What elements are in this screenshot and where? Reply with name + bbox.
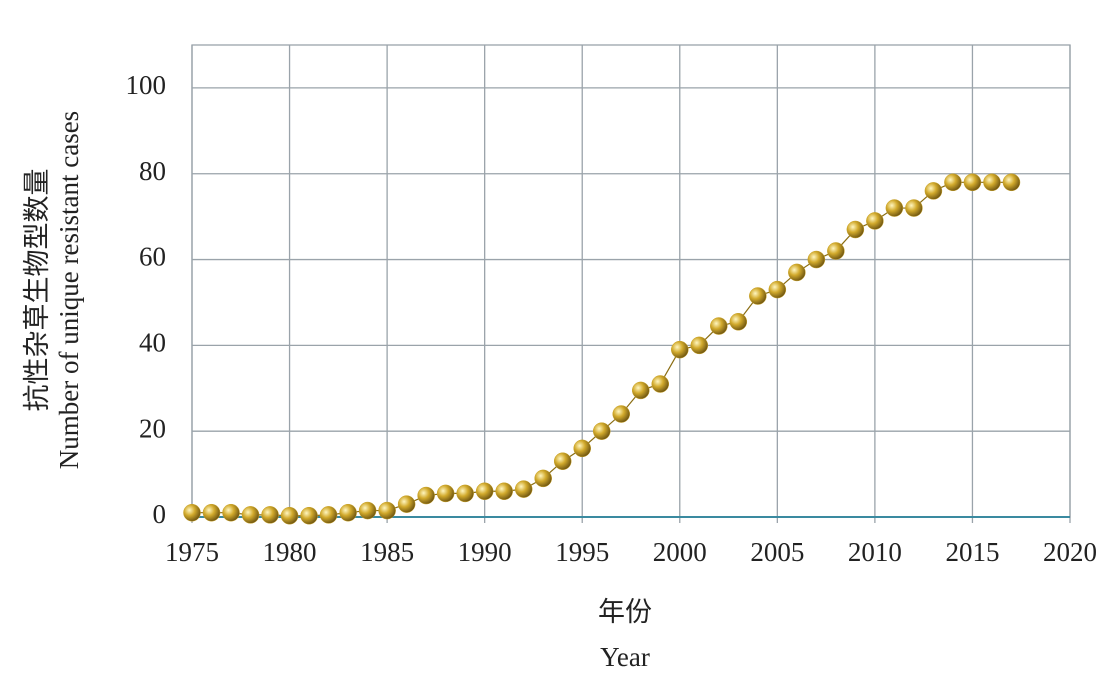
data-point [1002, 173, 1021, 192]
series-line [192, 181, 1012, 517]
data-point [514, 480, 533, 498]
y-axis-label-en: Number of unique resistant cases [54, 111, 84, 469]
x-tick-label: 2010 [848, 537, 902, 567]
data-point [846, 220, 865, 239]
y-tick-label: 100 [126, 70, 167, 100]
data-point [729, 313, 748, 331]
x-tick-label: 1990 [458, 537, 512, 567]
data-point [261, 506, 279, 524]
data-point [592, 422, 611, 440]
data-point [280, 506, 299, 525]
x-tick-label: 2005 [750, 537, 804, 567]
data-point [632, 381, 650, 400]
y-tick-label: 0 [153, 499, 167, 529]
data-point [671, 340, 689, 359]
data-point [358, 501, 377, 520]
x-tick-label: 2000 [653, 537, 707, 567]
y-tick-label: 40 [139, 328, 166, 358]
data-point [436, 484, 455, 503]
x-tick-label: 1980 [263, 537, 317, 567]
data-point [983, 173, 1001, 192]
data-point [339, 503, 357, 522]
data-point [905, 199, 923, 217]
x-axis-label: 年份 [598, 597, 652, 627]
data-point [827, 242, 845, 260]
data-point [456, 484, 474, 503]
data-point [710, 317, 728, 335]
data-point [924, 182, 943, 200]
data-point [417, 486, 435, 505]
data-point [573, 439, 591, 458]
x-axis-label-en: Year [600, 642, 650, 672]
x-tick-label: 1995 [555, 537, 609, 567]
data-point [475, 482, 494, 501]
data-point [378, 501, 396, 520]
data-point [397, 495, 416, 513]
data-point [183, 503, 201, 522]
data-point [612, 405, 630, 423]
y-tick-label: 60 [139, 242, 166, 272]
data-point [963, 173, 982, 192]
data-point [944, 173, 962, 192]
y-axis-label: 抗性杂草生物型数量 [22, 169, 52, 412]
data-point [807, 250, 826, 269]
data-point [553, 452, 572, 470]
data-point [319, 506, 338, 524]
plot-area [191, 44, 1071, 518]
data-point [866, 212, 884, 230]
data-point [788, 263, 806, 282]
x-tick-label: 1975 [165, 537, 219, 567]
data-point [534, 469, 552, 488]
x-tick-label: 1985 [360, 537, 414, 567]
data-point [690, 336, 709, 355]
data-point [651, 375, 670, 393]
x-tick-label: 2020 [1043, 537, 1097, 567]
y-tick-label: 20 [139, 413, 166, 443]
data-point [768, 280, 787, 299]
y-tick-label: 80 [139, 156, 166, 186]
data-point [222, 503, 240, 522]
data-point [202, 503, 221, 522]
data-point [241, 506, 260, 524]
data-point [495, 482, 513, 501]
data-point [885, 199, 904, 217]
data-point [749, 287, 767, 305]
data-point [300, 506, 318, 525]
x-tick-label: 2015 [945, 537, 999, 567]
